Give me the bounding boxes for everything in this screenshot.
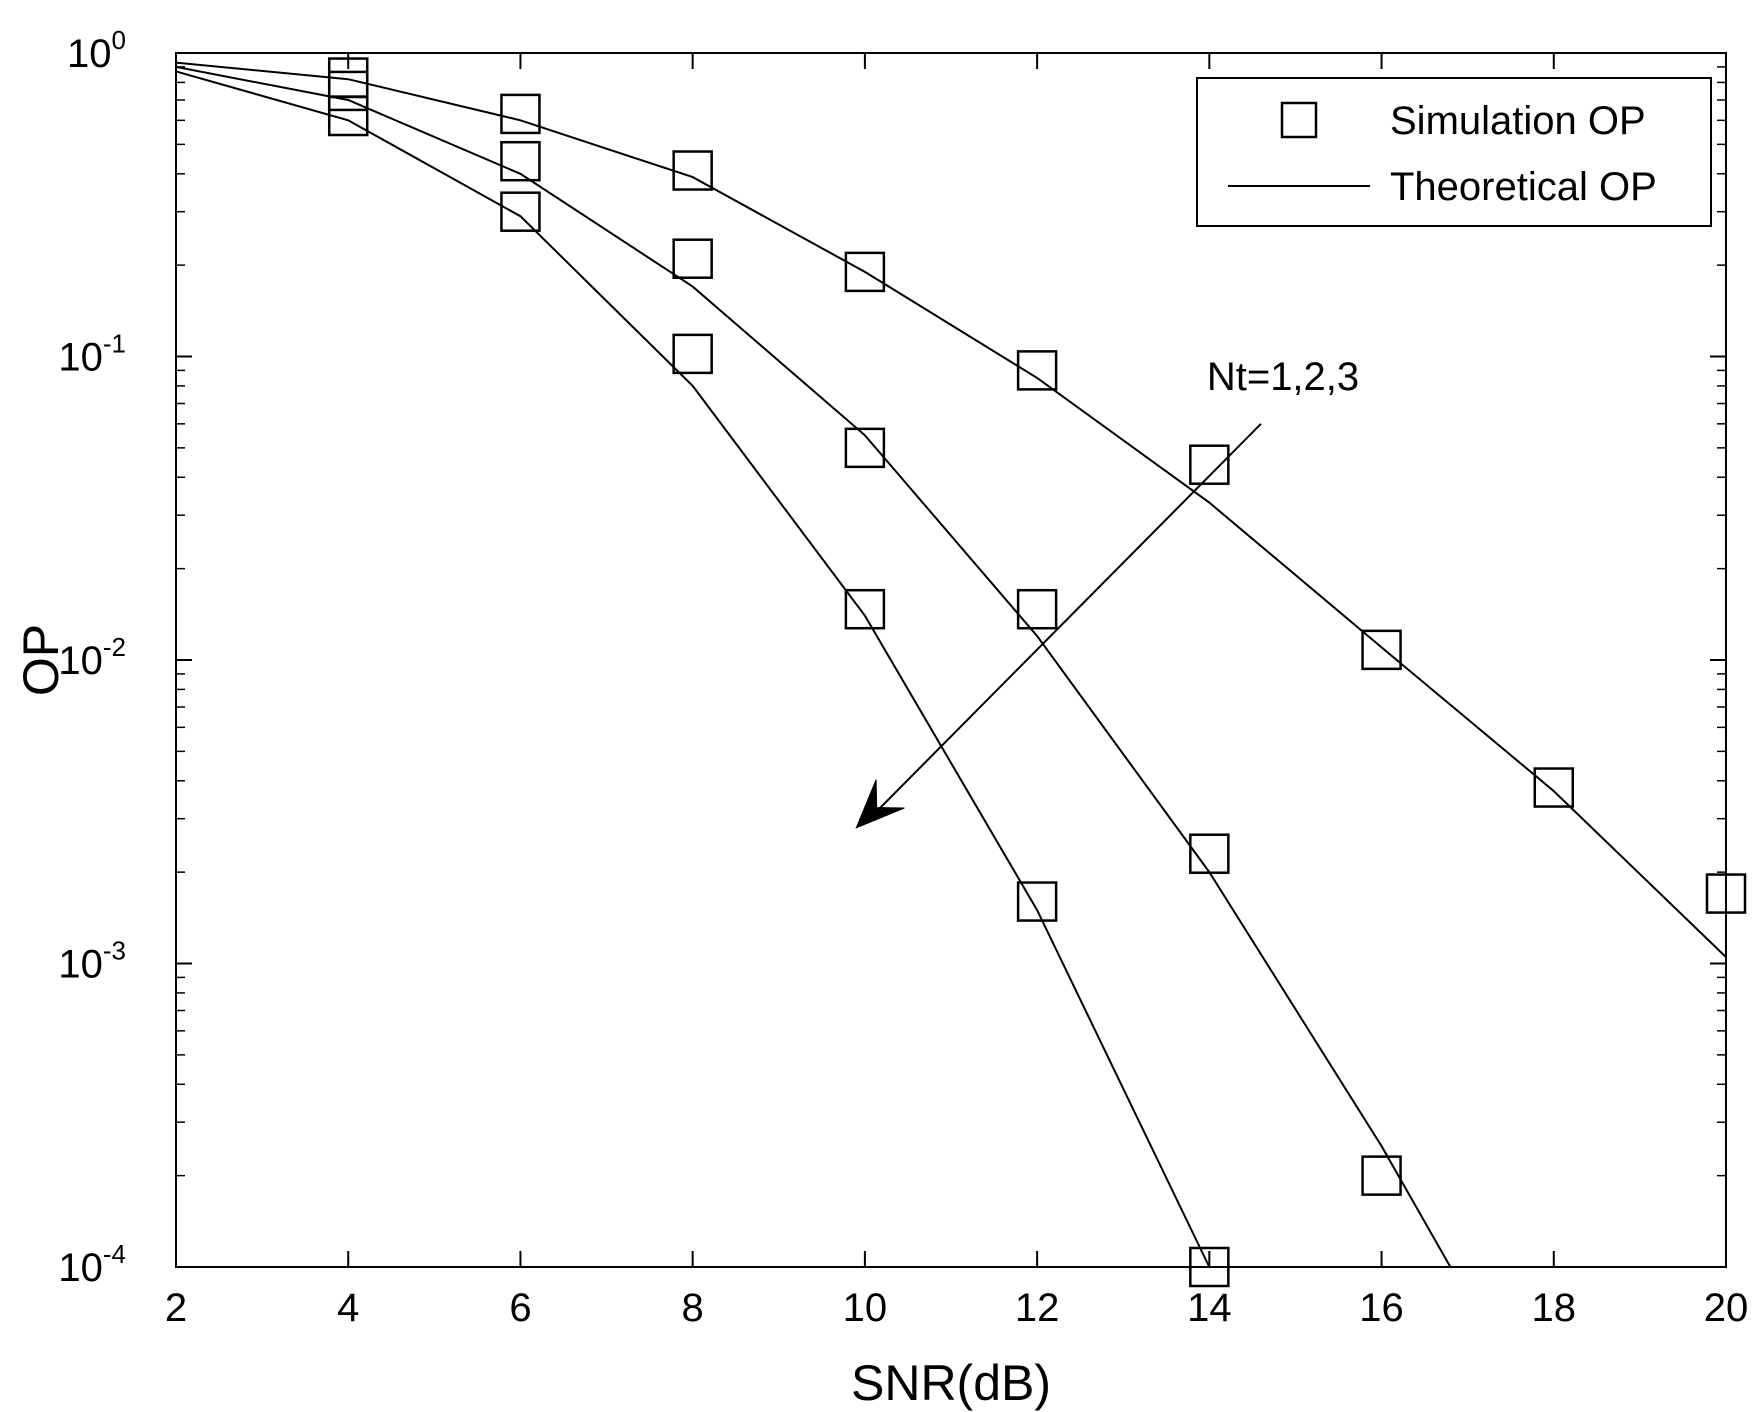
y-tick-label: 10-2 xyxy=(58,632,126,683)
curves-layer xyxy=(175,61,1727,1268)
axes-layer: 2 4 6 8 10 12 14 16 18 20 100 10-1 10-2 10-3 10-4 SNR(d… xyxy=(13,25,1748,1411)
sim-marker xyxy=(672,333,713,375)
x-tick-label: 20 xyxy=(1704,1286,1749,1330)
annotation-arrow-head xyxy=(855,779,905,829)
annotation-layer: Nt=1,2,3 xyxy=(855,355,1359,829)
annotation-label: Nt=1,2,3 xyxy=(1207,355,1359,399)
legend: Simulation OP Theoretical OP xyxy=(1196,77,1712,227)
theory-curve-1 xyxy=(175,61,1727,958)
sim-marker xyxy=(1016,881,1058,922)
legend-label: Simulation OP xyxy=(1390,99,1646,143)
x-tick-label: 10 xyxy=(843,1286,888,1330)
y-tick-label: 100 xyxy=(67,25,126,76)
sim-marker xyxy=(844,427,886,469)
sim-marker xyxy=(1189,833,1230,874)
sim-marker xyxy=(500,140,541,182)
x-tick-label: 18 xyxy=(1532,1286,1577,1330)
sim-marker xyxy=(1533,767,1575,808)
theory-curve-3 xyxy=(175,65,1452,1268)
sim-marker xyxy=(327,70,369,112)
x-tick-label: 8 xyxy=(682,1286,704,1330)
annotation-arrow-line xyxy=(873,423,1262,815)
x-tick-label: 4 xyxy=(337,1286,359,1330)
y-tick-label: 10-4 xyxy=(58,1239,126,1290)
y-tick-label: 10-3 xyxy=(58,936,126,987)
x-tick-label: 6 xyxy=(509,1286,531,1330)
sim-marker xyxy=(500,93,541,135)
x-tick-label: 2 xyxy=(165,1286,187,1330)
x-tick-label: 16 xyxy=(1359,1286,1404,1330)
sim-marker xyxy=(672,150,713,191)
sim-marker xyxy=(1189,444,1230,485)
x-tick-label: 12 xyxy=(1015,1286,1060,1330)
plot-frame xyxy=(175,52,1727,1268)
sim-marker xyxy=(500,191,541,232)
sim-marker xyxy=(844,588,886,630)
legend-label: Theoretical OP xyxy=(1390,165,1657,209)
legend-marker-square xyxy=(1280,101,1318,139)
sim-marker xyxy=(1016,588,1058,630)
markers-layer xyxy=(327,57,1747,1288)
sim-marker xyxy=(1016,350,1058,391)
x-axis-title: SNR(dB) xyxy=(851,1355,1051,1411)
y-tick-label: 10-1 xyxy=(58,329,126,380)
y-axis-title: OP xyxy=(13,624,69,696)
sim-marker xyxy=(327,95,369,137)
sim-marker xyxy=(672,238,713,279)
sim-marker xyxy=(1361,629,1402,671)
x-tick-label: 14 xyxy=(1187,1286,1232,1330)
sim-marker xyxy=(1361,1155,1402,1196)
sim-marker xyxy=(844,251,886,293)
theory-curve-5 xyxy=(175,70,1211,1268)
